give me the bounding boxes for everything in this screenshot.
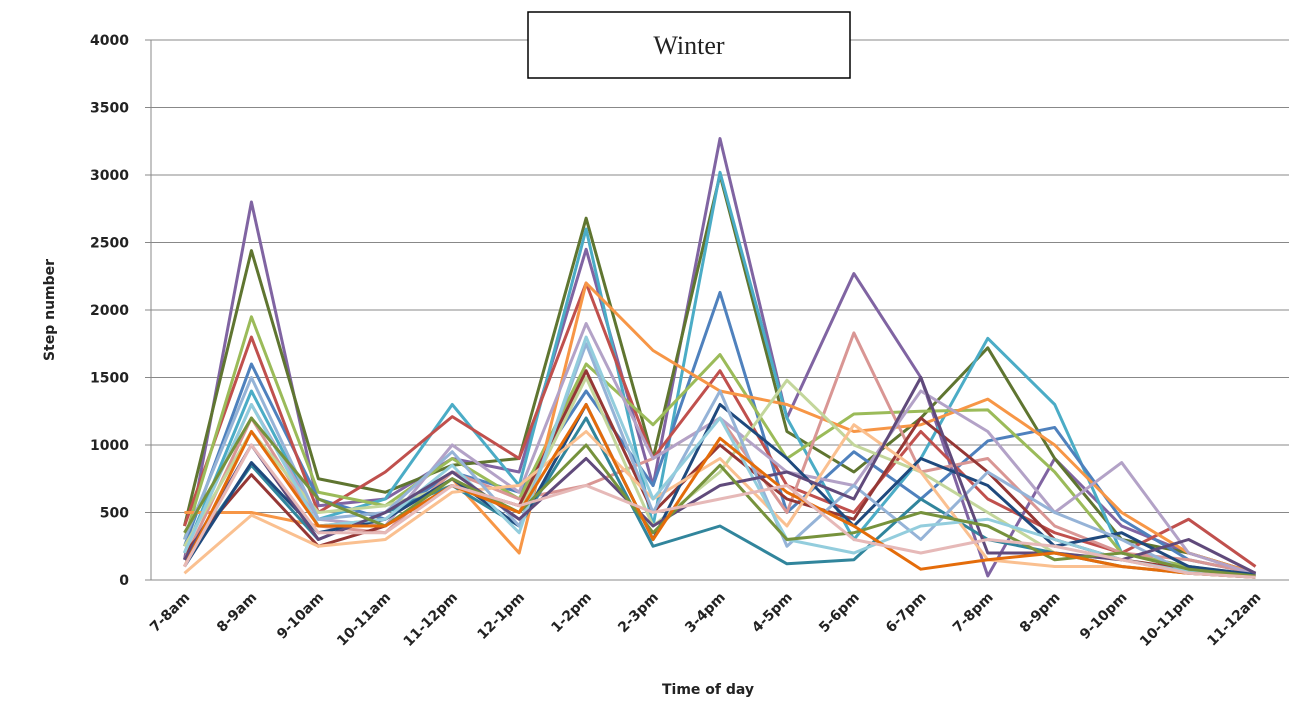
x-tick-label: 2-3pm xyxy=(615,590,662,637)
series-line xyxy=(183,403,1256,577)
x-tick-label: 12-1pm xyxy=(475,590,528,643)
chart-title: Winter xyxy=(653,31,724,60)
y-tick-label: 2500 xyxy=(90,236,129,252)
series-line xyxy=(183,170,1256,578)
series-line xyxy=(183,443,1256,579)
x-axis-label: Time of day xyxy=(662,682,754,698)
y-axis-label: Step number xyxy=(42,259,58,361)
x-tick-label: 10-11pm xyxy=(1137,590,1197,650)
y-tick-label: 1500 xyxy=(90,371,129,387)
y-tick-label: 0 xyxy=(119,573,129,589)
x-tick-label: 7-8am xyxy=(147,590,193,636)
series-line xyxy=(183,290,1256,575)
series-line xyxy=(183,403,1256,579)
x-tick-label: 9-10pm xyxy=(1077,590,1130,643)
series-line xyxy=(183,315,1256,578)
x-tick-label: 8-9pm xyxy=(1017,590,1064,637)
x-tick-label: 9-10am xyxy=(274,590,327,643)
x-tick-label: 7-8pm xyxy=(950,590,997,637)
series-line xyxy=(183,342,1256,579)
series-line xyxy=(183,376,1257,575)
y-tick-label: 500 xyxy=(100,506,129,522)
lines xyxy=(182,137,1257,579)
x-tick-label: 1-2pm xyxy=(548,590,595,637)
x-tick-label: 11-12am xyxy=(1204,590,1264,650)
x-tick-label: 11-12pm xyxy=(401,590,461,650)
x-tick-label: 3-4pm xyxy=(682,590,729,637)
y-tick-label: 1000 xyxy=(90,438,129,454)
series-line xyxy=(183,423,1256,579)
x-tick-label: 4-5pm xyxy=(749,590,796,637)
y-tick-label: 2000 xyxy=(90,303,129,319)
y-tick-label: 4000 xyxy=(90,33,129,49)
x-tick-label: 10-11am xyxy=(334,590,394,650)
x-tick-label: 5-6pm xyxy=(816,590,863,637)
y-tick-label: 3000 xyxy=(90,168,129,184)
series-line xyxy=(183,281,1257,568)
title-box xyxy=(527,11,851,79)
y-tick-label: 3500 xyxy=(90,101,129,117)
x-tick-label: 8-9am xyxy=(214,590,260,636)
x-tick-label: 6-7pm xyxy=(883,590,930,637)
series-line xyxy=(183,173,1256,575)
